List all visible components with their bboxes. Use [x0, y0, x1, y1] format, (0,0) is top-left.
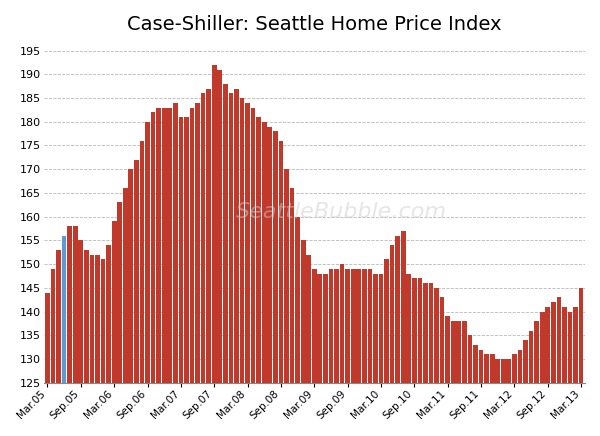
Bar [245, 103, 250, 383]
Bar [50, 269, 55, 383]
Bar [545, 307, 550, 383]
Bar [379, 274, 383, 383]
Bar [167, 108, 172, 383]
Bar [534, 321, 539, 383]
Bar [118, 202, 122, 383]
Bar [268, 126, 272, 383]
Bar [529, 330, 533, 383]
Bar [418, 278, 422, 383]
Bar [67, 226, 72, 383]
Bar [101, 259, 106, 383]
Bar [523, 340, 528, 383]
Bar [496, 359, 500, 383]
Bar [162, 108, 167, 383]
Bar [412, 278, 417, 383]
Bar [457, 321, 461, 383]
Bar [323, 274, 328, 383]
Bar [145, 122, 150, 383]
Bar [329, 269, 334, 383]
Bar [484, 354, 489, 383]
Bar [401, 231, 406, 383]
Bar [256, 117, 261, 383]
Bar [45, 293, 50, 383]
Bar [384, 259, 389, 383]
Bar [490, 354, 494, 383]
Bar [79, 240, 83, 383]
Bar [195, 103, 200, 383]
Bar [562, 307, 567, 383]
Bar [140, 141, 145, 383]
Bar [201, 93, 205, 383]
Bar [301, 240, 305, 383]
Bar [434, 288, 439, 383]
Text: SeattleBubble.com: SeattleBubble.com [236, 202, 447, 222]
Bar [84, 250, 89, 383]
Bar [390, 245, 394, 383]
Bar [512, 354, 517, 383]
Bar [106, 245, 111, 383]
Bar [179, 117, 183, 383]
Bar [440, 297, 445, 383]
Bar [423, 283, 428, 383]
Bar [345, 269, 350, 383]
Bar [362, 269, 367, 383]
Bar [518, 350, 523, 383]
Bar [56, 250, 61, 383]
Bar [273, 131, 278, 383]
Bar [312, 269, 317, 383]
Bar [184, 117, 189, 383]
Bar [568, 312, 572, 383]
Bar [290, 188, 295, 383]
Bar [89, 255, 94, 383]
Bar [395, 235, 400, 383]
Bar [278, 141, 283, 383]
Bar [284, 169, 289, 383]
Bar [128, 169, 133, 383]
Title: Case-Shiller: Seattle Home Price Index: Case-Shiller: Seattle Home Price Index [127, 15, 502, 34]
Bar [317, 274, 322, 383]
Bar [334, 269, 339, 383]
Bar [479, 350, 484, 383]
Bar [340, 264, 344, 383]
Bar [190, 108, 194, 383]
Bar [373, 274, 378, 383]
Bar [551, 302, 556, 383]
Bar [95, 255, 100, 383]
Bar [506, 359, 511, 383]
Bar [123, 188, 128, 383]
Bar [217, 70, 222, 383]
Bar [262, 122, 266, 383]
Bar [173, 103, 178, 383]
Bar [134, 160, 139, 383]
Bar [73, 226, 77, 383]
Bar [239, 98, 244, 383]
Bar [473, 345, 478, 383]
Bar [212, 65, 217, 383]
Bar [428, 283, 433, 383]
Bar [540, 312, 545, 383]
Bar [234, 89, 239, 383]
Bar [223, 84, 228, 383]
Bar [62, 235, 67, 383]
Bar [501, 359, 506, 383]
Bar [579, 288, 583, 383]
Bar [368, 269, 372, 383]
Bar [156, 108, 161, 383]
Bar [295, 217, 300, 383]
Bar [206, 89, 211, 383]
Bar [445, 316, 450, 383]
Bar [557, 297, 561, 383]
Bar [451, 321, 455, 383]
Bar [467, 335, 472, 383]
Bar [229, 93, 233, 383]
Bar [406, 274, 411, 383]
Bar [462, 321, 467, 383]
Bar [307, 255, 311, 383]
Bar [351, 269, 356, 383]
Bar [151, 112, 155, 383]
Bar [112, 221, 116, 383]
Bar [251, 108, 256, 383]
Bar [573, 307, 578, 383]
Bar [356, 269, 361, 383]
